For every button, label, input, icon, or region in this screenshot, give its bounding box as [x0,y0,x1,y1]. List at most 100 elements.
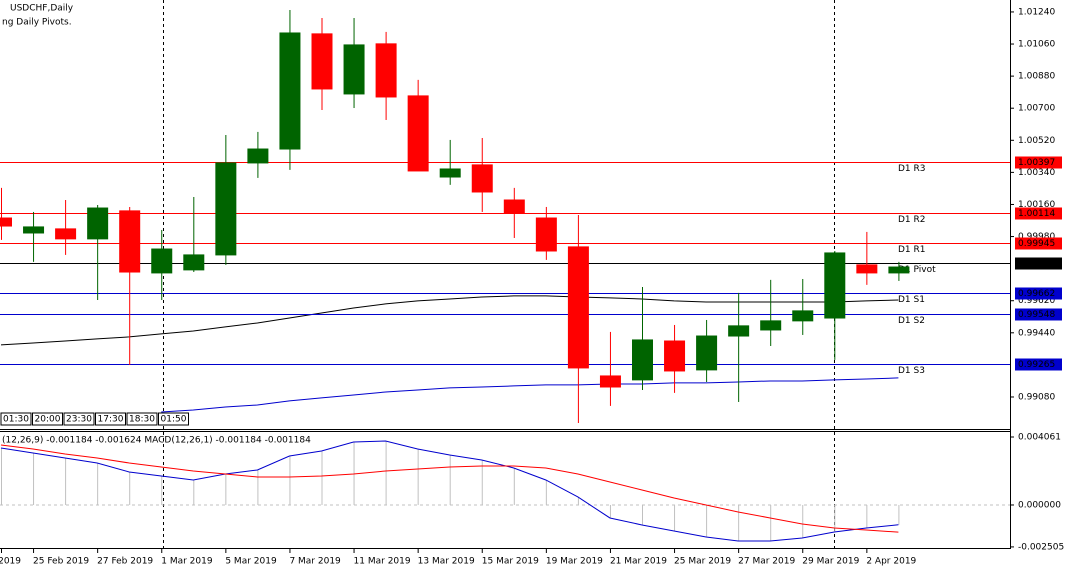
moving-average [0,295,899,346]
candle-body [728,325,750,337]
pivot-name: D1 S2 [898,316,925,326]
x-tick-label: 29 Mar 2019 [802,557,859,567]
x-tick-label: 25 Mar 2019 [674,557,731,567]
price-label: 0.99945 [1018,239,1055,249]
candle-body [151,248,173,274]
macd-title: (12,26,9) -0.001184 -0.001624 MACD(12,26… [2,436,311,446]
candle-body [279,32,301,150]
x-tick-label: 19 Mar 2019 [546,557,603,567]
pivot-name: D1 S1 [898,295,925,305]
candle-body [375,43,397,98]
price-label-box [1015,237,1062,250]
time-label: 23:30 [66,415,92,425]
price-label-box [1015,358,1062,371]
candle-body [119,210,141,273]
candle-body [55,228,77,240]
x-tick-label: 7 Mar 2019 [289,557,341,567]
y-tick-label: 0.99620 [1018,296,1055,306]
indicator-title: ng Daily Pivots. [2,18,72,28]
candle-body [856,264,878,274]
candle-body [888,266,910,274]
y-tick-label: 0.004061 [1018,433,1061,443]
macd-line [0,440,899,542]
y-tick-label: 1.00340 [1018,168,1055,178]
y-tick-label: 0.99980 [1018,232,1055,242]
time-label: 20:00 [35,415,61,425]
price-label-box [1015,257,1062,270]
pivot-name: D1 Pivot [898,265,936,275]
pivot-name: D1 R3 [898,164,926,174]
y-tick-label: 1.01060 [1018,40,1055,50]
candle-body [23,226,45,234]
candle-body [632,339,653,381]
x-tick-label: 13 Mar 2019 [418,557,475,567]
x-tick-label: 25 Feb 2019 [33,557,89,567]
candle-body [0,217,12,227]
candle-body [567,246,589,369]
candle-body [439,168,461,178]
time-label-box [126,412,158,426]
price-label-box [1015,287,1062,300]
time-label: 01:50 [161,415,187,425]
y-tick-label: 0.000000 [1018,500,1061,510]
time-label-box [0,412,32,426]
candle-body [696,335,718,371]
candle-body [183,254,205,271]
candle-body [311,33,333,90]
price-label-box [1015,207,1062,220]
pivot-name: D1 R1 [898,245,926,255]
price-label: 0.99265 [1018,360,1055,370]
y-tick-label: 1.00520 [1018,136,1055,146]
y-tick-label: 1.00700 [1018,104,1055,114]
time-label: 01:30 [3,415,29,425]
candle-body [535,217,557,252]
y-tick-label: 1.00160 [1018,200,1055,210]
candle-body [407,95,429,172]
pivot-name: D1 R2 [898,215,926,225]
price-label: 0.99548 [1018,310,1055,320]
pivot-name: D1 S3 [898,366,925,376]
y-tick-label: 1.01240 [1018,7,1055,17]
x-tick-label: 21 Mar 2019 [610,557,667,567]
x-tick-label: 5 Mar 2019 [225,557,277,567]
price-label: 1.00397 [1018,158,1055,168]
y-tick-label: 1.00880 [1018,72,1055,82]
candle-body [503,199,525,214]
candle-body [471,164,493,193]
time-label-box [32,412,63,426]
time-label-box [95,412,126,426]
candle-body [824,252,846,319]
y-tick-label: 0.99440 [1018,328,1055,338]
candle-body [343,44,365,95]
time-label-box [63,412,95,426]
candle-body [247,148,269,164]
time-label: 17:30 [98,415,124,425]
candle-body [760,320,782,331]
y-tick-label: -0.002505 [1018,542,1064,552]
x-tick-label: 15 Mar 2019 [482,557,539,567]
x-tick-label: 27 Feb 2019 [97,557,153,567]
price-label-box [1015,156,1062,169]
y-tick-label: 0.99080 [1018,392,1055,402]
time-label-box [158,412,189,426]
candle-body [664,340,686,372]
candle-body [215,162,237,256]
moving-average [161,377,899,413]
candle-body [599,375,621,388]
price-label: 1.00114 [1018,209,1055,219]
x-tick-label: 27 Mar 2019 [738,557,795,567]
candle-body [792,310,814,322]
x-tick-label: 2 Apr 2019 [866,557,916,567]
time-label: 18:30 [129,415,155,425]
x-tick-label: 2019 [0,557,21,567]
price-label: 0.99662 [1018,289,1055,299]
x-tick-label: 1 Mar 2019 [161,557,213,567]
price-label: 0.99831 [1018,259,1055,269]
x-tick-label: 11 Mar 2019 [354,557,411,567]
price-label-box [1015,308,1062,321]
symbol-title: USDCHF,Daily [10,4,74,14]
macd-line [0,444,899,533]
candle-body [87,207,109,240]
